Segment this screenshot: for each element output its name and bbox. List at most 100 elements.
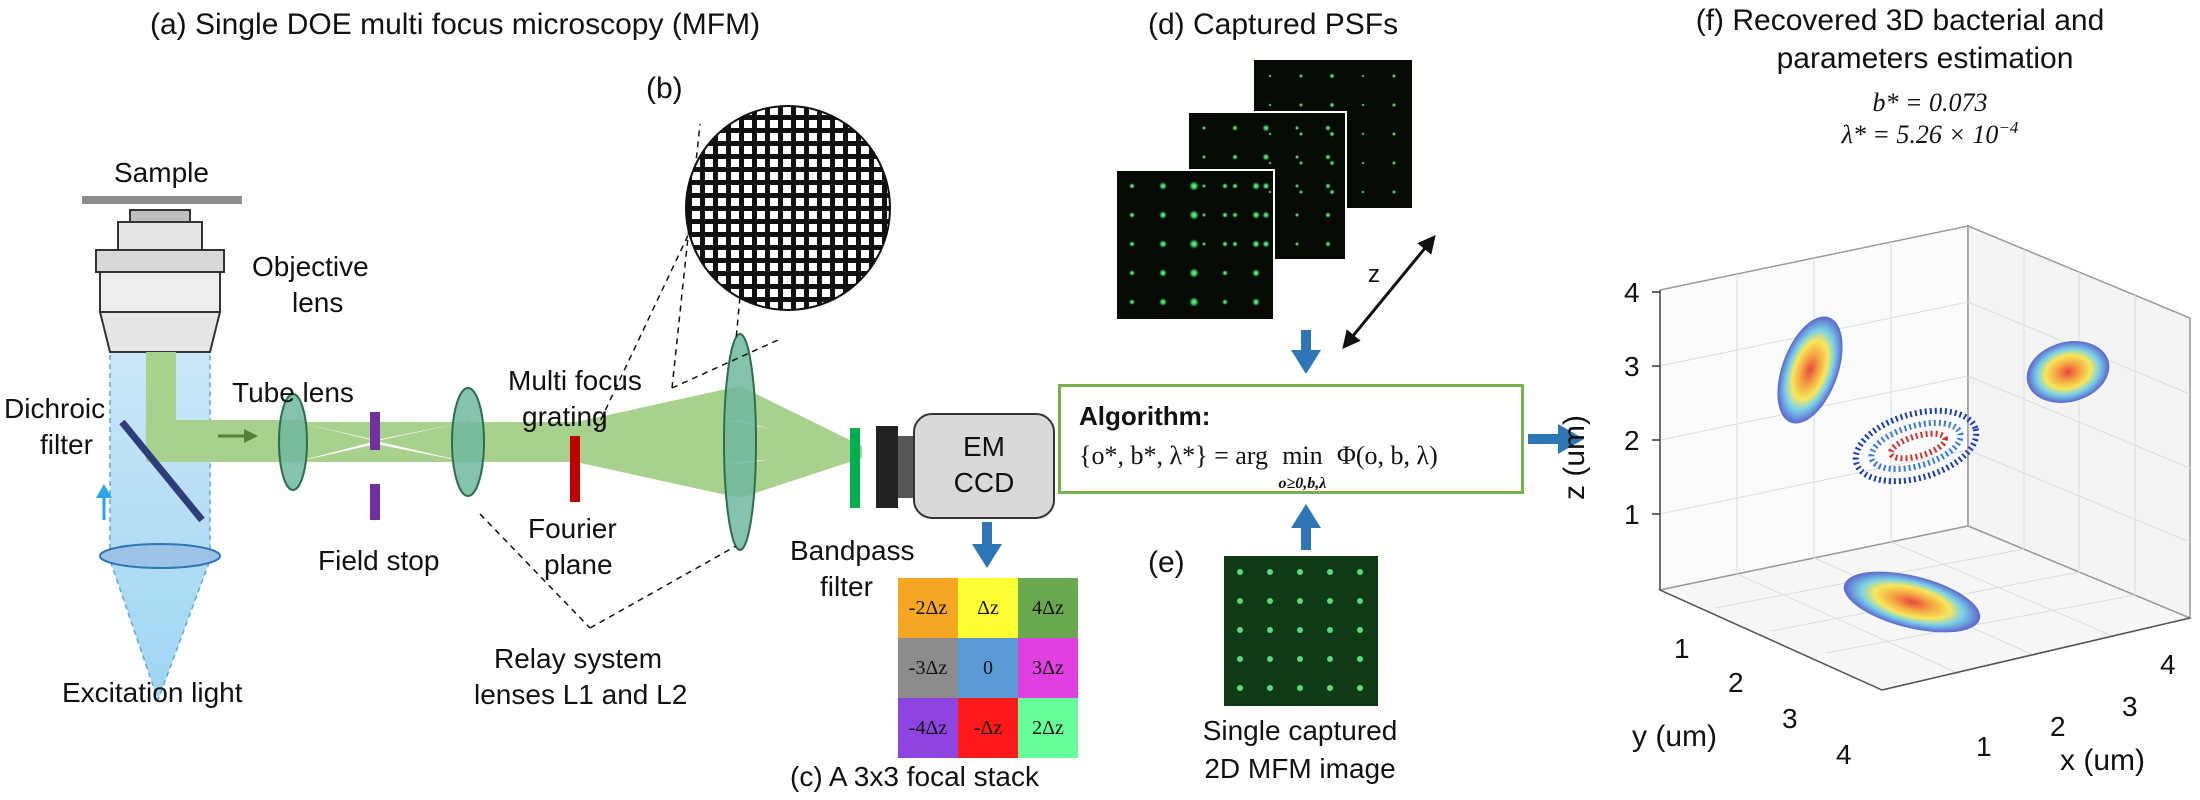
bandpass-filter	[850, 428, 860, 508]
mfm-dot	[1327, 656, 1333, 662]
mfm-dot	[1297, 598, 1303, 604]
psf-dot	[1188, 209, 1200, 221]
grating-disk	[685, 105, 891, 311]
x-axis-title: x (um)	[2060, 744, 2145, 777]
psf-dot	[1128, 269, 1136, 277]
psf-dot	[1221, 269, 1229, 277]
relay-label-1: Relay system	[494, 643, 663, 674]
focal-stack-cell: -3Δz	[898, 638, 958, 698]
z-tick-label: 4	[1624, 277, 1640, 308]
mfm-dot	[1297, 569, 1303, 575]
psf-dot	[1324, 153, 1332, 161]
psf-dot	[1158, 210, 1168, 220]
psf-dot	[1262, 211, 1270, 219]
psf-dot	[1391, 189, 1397, 195]
beam-to-camera-down	[740, 446, 862, 498]
psf-dot	[1329, 160, 1335, 166]
psf-dot	[1294, 212, 1300, 218]
panel-f-title-1: (f) Recovered 3D bacterial and	[1695, 4, 2105, 37]
excitation-beam	[109, 310, 211, 703]
focal-stack-cell: -Δz	[958, 698, 1018, 758]
psf-dot	[1231, 182, 1239, 190]
algorithm-rhs: Φ(o, b, λ)	[1336, 441, 1438, 470]
em-ccd-camera	[876, 413, 1055, 519]
callout-relay-left	[479, 513, 591, 629]
psf-dot	[1128, 211, 1136, 219]
mfm-dots	[1237, 569, 1363, 691]
excitation-arrow-icon	[96, 484, 112, 520]
psf-dot	[1251, 268, 1261, 278]
psf-dot	[1262, 240, 1270, 248]
bandpass-label-2: filter	[820, 571, 873, 602]
objective-lens-label-2: lens	[292, 287, 344, 318]
psf-dot	[1128, 298, 1136, 306]
y-axis-title: y (um)	[1632, 720, 1717, 753]
psf-dot	[1158, 268, 1168, 278]
image-to-algorithm-arrow-icon	[1291, 504, 1321, 550]
focal-stack-grid: -2Δz Δz 4Δz -3Δz 0 3Δz -4Δz -Δz 2Δz	[898, 578, 1078, 758]
psf-dot	[1361, 132, 1365, 136]
lambda-estimate-exponent: −4	[1998, 118, 2019, 137]
psf-dot	[1324, 211, 1332, 219]
psf-dot	[1329, 189, 1335, 195]
psf-dot	[1268, 190, 1272, 194]
psf-dot	[1294, 125, 1300, 131]
psf-dot	[1361, 190, 1365, 194]
fourier-plane-label-1: Fourier	[528, 513, 617, 544]
mfm-dot	[1297, 656, 1303, 662]
callout-relay-right	[589, 545, 737, 629]
emission-beam-vertical	[146, 352, 176, 462]
psf-dot	[1361, 103, 1365, 107]
field-stop-lower	[370, 484, 380, 520]
psf-dots	[1128, 73, 1397, 308]
lambda-estimate: λ* = 5.26 × 10−4	[1750, 118, 2110, 155]
psf-dot	[1201, 125, 1207, 131]
algorithm-title: Algorithm:	[1079, 401, 1211, 431]
b-estimate: b* = 0.073	[1872, 88, 1988, 117]
field-stop-upper	[370, 412, 380, 450]
psf-dot	[1158, 239, 1168, 249]
psf-dot	[1329, 102, 1335, 108]
psf-dot	[1329, 73, 1335, 79]
psf-dot	[1251, 239, 1261, 249]
z-double-arrow	[1342, 235, 1436, 349]
psf-dot	[1158, 181, 1168, 191]
psf-dot	[1158, 297, 1168, 307]
psf-dot	[1262, 182, 1270, 190]
objective-lens-label-1: Objective	[252, 251, 369, 282]
psf-dot	[1128, 182, 1136, 190]
mfm-dot	[1267, 598, 1273, 604]
relay-lens-l2	[723, 333, 757, 551]
excitation-lens	[99, 543, 221, 569]
beam-to-camera-up	[740, 386, 862, 458]
psf-dot	[1221, 182, 1229, 190]
psf-dot	[1294, 183, 1300, 189]
mfm-dot	[1237, 598, 1243, 604]
mfm-dot	[1357, 627, 1363, 633]
camera-label-1: EM	[963, 431, 1005, 462]
diffracted-order-up	[576, 386, 740, 448]
x-tick-label: 4	[2160, 649, 2176, 680]
psf-dot	[1188, 267, 1200, 279]
mfm-dot	[1357, 598, 1363, 604]
camera-to-stack-arrow-icon	[972, 522, 1002, 568]
mfm-dot	[1297, 627, 1303, 633]
psf-dot	[1324, 240, 1332, 248]
relay-label-2: lenses L1 and L2	[474, 679, 688, 710]
psf-dot	[1201, 183, 1207, 189]
y-tick-label: 1	[1674, 633, 1690, 664]
mfm-dot	[1327, 627, 1333, 633]
psf-dot	[1391, 102, 1397, 108]
excitation-light-label: Excitation light	[62, 677, 243, 708]
z-tick-label: 1	[1624, 499, 1640, 530]
camera-label-2: CCD	[953, 467, 1015, 498]
x-tick-label: 2	[2050, 711, 2066, 742]
mfm-dot	[1357, 685, 1363, 691]
panel-b-label: (b)	[646, 72, 683, 105]
focal-stack-cell: -2Δz	[898, 578, 958, 638]
algorithm-min-subscript: o≥0,b,λ	[1278, 475, 1327, 492]
lambda-estimate-value: λ* = 5.26 × 10	[1841, 120, 1999, 149]
algorithm-min: min	[1282, 441, 1323, 470]
relay-beam-div	[376, 422, 466, 462]
